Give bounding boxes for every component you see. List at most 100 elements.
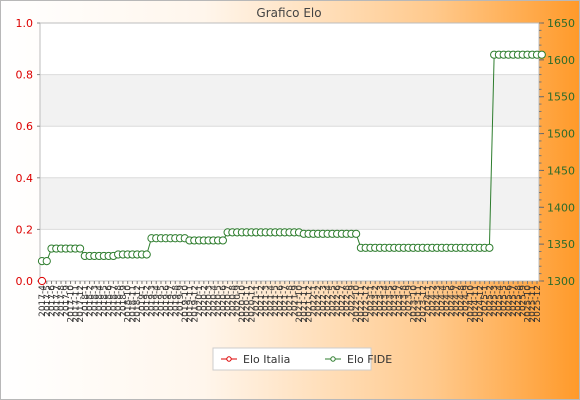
- x-axis-tick-label: 2020-10: [238, 285, 248, 323]
- x-axis-tick-label: 2018-11: [128, 285, 138, 323]
- x-axis-tick-label: 2025-6: [504, 285, 514, 317]
- x-axis-tick-label: 2017-5: [43, 285, 53, 317]
- x-axis-tick-label: 2021-9: [290, 285, 300, 317]
- x-axis-tick-label: 2023-1: [366, 285, 376, 317]
- x-axis-tick-label: 2018-4: [95, 285, 105, 317]
- x-axis-tick-label: 2024-1: [424, 285, 434, 317]
- x-axis-tick-label: 2022-10: [352, 285, 362, 323]
- x-axis-tick-label: 2019-4: [152, 285, 162, 317]
- x-axis-tick-label: 2018-5: [100, 285, 110, 317]
- x-axis-tick-label: 2022-2: [314, 285, 324, 317]
- x-axis-tick-label: 2018-1: [81, 285, 91, 317]
- left-axis-tick-label: 0.2: [16, 223, 34, 236]
- x-axis-tick-label: 2017-12: [76, 285, 86, 323]
- data-point-elo-fide: [75, 244, 85, 253]
- x-axis-tick-label: 2019-7: [167, 285, 177, 317]
- x-axis-tick-label: 2024-2: [428, 285, 438, 317]
- x-axis-tick-label: 2021-5: [271, 285, 281, 317]
- x-axis-tick-label: 2024-12: [476, 285, 486, 323]
- x-axis-tick-label: 2023-3: [376, 285, 386, 317]
- legend-box: [212, 347, 372, 371]
- right-axis-tick-label: 1600: [547, 54, 575, 67]
- data-point-elo-fide: [352, 229, 361, 238]
- x-axis-tick-label: 2021-11: [300, 285, 310, 323]
- data-point-elo-fide: [218, 236, 227, 245]
- x-axis-tick-label: 2025-3: [490, 285, 500, 317]
- data-point-elo-fide: [42, 256, 51, 266]
- x-axis-tick-label: 2019-12: [190, 285, 200, 323]
- left-axis-tick-label: 0.6: [16, 120, 34, 133]
- x-axis-tick-label: 2021-12: [305, 285, 315, 323]
- x-axis-tick-label: 2022-9: [347, 285, 357, 317]
- x-axis-tick-label: 2018-6: [105, 285, 115, 317]
- x-axis-tick-label: 2020-9: [233, 285, 243, 317]
- x-axis-tick-label: 2023-11: [414, 285, 424, 323]
- x-axis-tick-label: 2024-11: [471, 285, 481, 323]
- x-axis-tick-label: 2021-4: [266, 285, 276, 317]
- x-axis-tick-label: 2019-3: [147, 285, 157, 317]
- x-axis-tick-label: 2020-8: [228, 285, 238, 317]
- x-axis-tick-label: 2022-7: [338, 285, 348, 317]
- grid-band: [40, 177, 539, 230]
- x-axis-tick-label: 2020-6: [219, 285, 229, 317]
- x-axis-tick-label: 2022-3: [319, 285, 329, 317]
- x-axis-tick-label: 2024-3: [433, 285, 443, 317]
- x-axis-tick-label: 2020-4: [209, 285, 219, 317]
- x-axis-tick-label: 2019-1: [138, 285, 148, 317]
- x-axis-tick-label: 2024-10: [466, 285, 476, 323]
- x-axis-tick-label: 2022-8: [343, 285, 353, 317]
- x-axis-tick-label: 2024-8: [457, 285, 467, 317]
- x-axis-tick-label: 2025-12: [533, 285, 543, 323]
- x-axis-tick-label: 2022-12: [362, 285, 372, 323]
- data-point-elo-fide: [142, 250, 151, 259]
- x-axis-tick-label: 2024-4: [438, 285, 448, 317]
- data-point-elo-fide: [485, 243, 494, 252]
- x-axis-tick-label: 2017-11: [71, 285, 81, 323]
- plot-area: [40, 23, 539, 281]
- x-axis-tick-label: 2023-4: [381, 285, 391, 317]
- x-axis-tick-label: 2017-9: [62, 285, 72, 317]
- x-axis-tick-label: 2020-1: [195, 285, 205, 317]
- x-axis-tick-label: 2024-5: [443, 285, 453, 317]
- x-axis-tick-label: 2017-10: [67, 285, 77, 323]
- x-axis-tick-label: 2025-2: [485, 285, 495, 317]
- x-axis-tick-label: 2025-4: [495, 285, 505, 317]
- x-axis-tick-label: 2018-7: [109, 285, 119, 317]
- x-axis-tick-label: 2019-10: [181, 285, 191, 323]
- x-axis-tick-label: 2020-12: [247, 285, 257, 323]
- x-axis-tick-label: 2023-6: [390, 285, 400, 317]
- left-axis-tick-label: 0.0: [16, 275, 34, 288]
- data-point-elo-fide: [537, 50, 546, 59]
- chart-title: Grafico Elo: [256, 6, 321, 20]
- x-axis-tick-label: 2024-6: [447, 285, 457, 317]
- x-axis-tick-label: 2021-3: [262, 285, 272, 317]
- x-axis-tick-label: 2020-7: [224, 285, 234, 317]
- right-axis-tick-label: 1450: [547, 164, 575, 177]
- x-axis-tick-label: 2017-8: [57, 285, 67, 317]
- x-axis-tick-label: 2019-6: [162, 285, 172, 317]
- x-axis-tick-label: 2021-2: [257, 285, 267, 317]
- x-axis-tick-label: 2018-2: [86, 285, 96, 317]
- x-axis-tick-label: 2020-5: [214, 285, 224, 317]
- x-axis-tick-label: 2024-9: [462, 285, 472, 317]
- x-axis-tick-label: 2021-1: [252, 285, 262, 317]
- x-axis-tick-label: 2025-1: [481, 285, 491, 317]
- right-axis-tick-label: 1350: [547, 238, 575, 251]
- legend-marker-elo-italia: [226, 356, 232, 362]
- x-axis-tick-label: 2018-9: [119, 285, 129, 317]
- x-axis-tick-label: 2023-7: [395, 285, 405, 317]
- x-axis-tick-label: 2017-6: [48, 285, 58, 317]
- x-axis-tick-label: 2018-10: [124, 285, 134, 323]
- data-point-elo-italia: [37, 276, 47, 286]
- x-axis-tick-label: 2018-3: [90, 285, 100, 317]
- x-axis-tick-label: 2022-5: [328, 285, 338, 317]
- x-axis-tick-label: 2023-12: [419, 285, 429, 323]
- x-axis-tick-label: 2022-1: [309, 285, 319, 317]
- x-axis-tick-label: 2021-10: [295, 285, 305, 323]
- x-axis-tick-label: 2022-11: [357, 285, 367, 323]
- x-axis-tick-label: 2017-7: [52, 285, 62, 317]
- x-axis-tick-label: 2021-8: [286, 285, 296, 317]
- x-axis-tick-label: 2018-8: [114, 285, 124, 317]
